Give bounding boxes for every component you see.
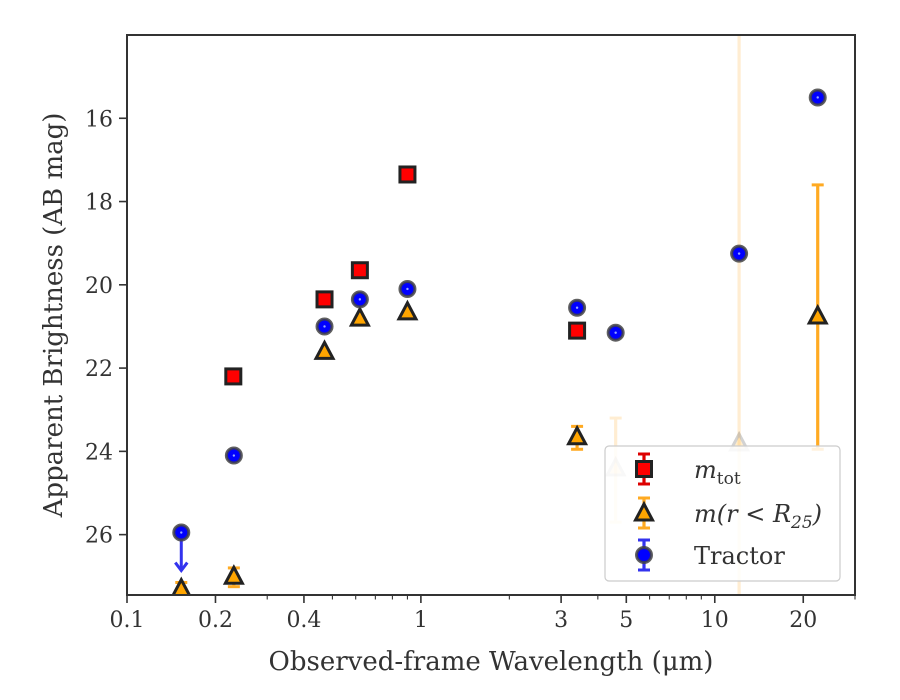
data-point-triangle-shape — [806, 303, 829, 325]
x-axis-label: Observed-frame Wavelength (μm) — [269, 647, 714, 677]
data-point-triangle — [348, 305, 371, 327]
data-point-square — [315, 290, 334, 309]
plot-frame — [126, 34, 856, 596]
data-point-triangle — [566, 424, 589, 446]
upper-limit-arrow-head — [174, 561, 189, 574]
legend-marker-shape — [635, 546, 653, 564]
legend-item-square: mtot — [635, 452, 741, 489]
data-point-triangle-shape — [222, 564, 245, 585]
legend-marker-shape — [635, 460, 653, 478]
data-point-square — [568, 321, 587, 340]
x-tick-label: 0.4 — [286, 608, 321, 633]
y-tick-label: 16 — [85, 107, 113, 132]
data-point-circle — [398, 279, 417, 298]
data-point-triangle — [222, 564, 245, 585]
axes: 0.1 0.2 0.4 1 3 5 10 20 16 18 20 22 24 26 — [85, 107, 856, 633]
legend-label-base: m — [694, 456, 717, 484]
data-point-triangle — [396, 299, 419, 321]
data-point-triangle — [171, 576, 192, 595]
legend: mtot m(r < R25) Tractor — [604, 445, 841, 582]
legend-label-base: m(r < R — [694, 500, 791, 528]
x-tick-label: 3 — [554, 608, 568, 633]
data-point-triangle — [313, 339, 336, 360]
legend-item-triangle: m(r < R25) — [633, 496, 822, 533]
x-tick-label: 1 — [414, 608, 428, 633]
legend-marker — [633, 500, 655, 522]
legend-marker — [635, 546, 653, 564]
data-point-circle — [224, 446, 243, 465]
data-point-square — [350, 261, 369, 280]
y-tick-label: 26 — [85, 524, 113, 549]
legend-marker-shape — [633, 500, 655, 522]
y-tick-label: 18 — [85, 191, 113, 216]
data-point-circle — [350, 290, 369, 309]
data-point-highlight — [614, 331, 617, 334]
legend-item-circle: Tractor — [635, 538, 785, 572]
legend-label-tail: ) — [812, 500, 822, 528]
legend-label-sub: tot — [717, 469, 741, 489]
x-tick-label: 0.2 — [198, 608, 233, 633]
x-tick-label: 20 — [789, 608, 817, 633]
y-axis-label: Apparent Brightness (AB mag) — [39, 113, 69, 519]
data-point-square — [224, 367, 243, 386]
legend-marker — [635, 460, 653, 478]
data-point-circle — [808, 88, 827, 107]
data-point-highlight — [323, 325, 326, 328]
legend-label-sub: 25 — [790, 513, 813, 533]
data-point-triangle — [806, 303, 829, 325]
data-point-circle — [730, 244, 749, 263]
data-point-circle — [172, 523, 191, 542]
y-tick-label: 20 — [85, 274, 113, 299]
legend-label: Tractor — [694, 542, 785, 570]
data-point-highlight — [232, 454, 236, 457]
x-tick-label: 10 — [701, 608, 729, 633]
data-point-highlight — [406, 287, 409, 291]
data-point-triangle-shape — [396, 299, 419, 321]
data-point-square-shape — [224, 367, 243, 386]
data-point-square-shape — [315, 290, 334, 309]
data-point-triangle-shape — [566, 424, 589, 446]
data-point-highlight — [358, 298, 362, 301]
x-tick-label: 0.1 — [110, 608, 145, 633]
data-point-triangle-shape — [313, 339, 336, 360]
data-point-square-shape — [568, 321, 587, 340]
data-point-highlight — [737, 252, 741, 255]
y-tick-label: 22 — [85, 357, 113, 382]
data-point-square-shape — [398, 165, 417, 184]
data-point-circle — [568, 298, 587, 317]
data-point-circle — [315, 317, 334, 336]
x-tick-label: 5 — [619, 608, 633, 633]
legend-box — [604, 445, 841, 582]
data-point-highlight — [575, 306, 579, 309]
data-point-highlight — [180, 531, 183, 534]
data-point-square — [398, 165, 417, 184]
data-point-highlight — [816, 96, 819, 99]
data-point-triangle-shape — [348, 305, 371, 327]
data-point-square-shape — [350, 261, 369, 280]
legend-label: m(r < R25) — [694, 500, 822, 533]
y-tick-label: 24 — [85, 440, 113, 465]
data-point-circle — [606, 323, 625, 342]
data-point-triangle-shape — [171, 576, 192, 595]
legend-label: mtot — [694, 456, 741, 489]
